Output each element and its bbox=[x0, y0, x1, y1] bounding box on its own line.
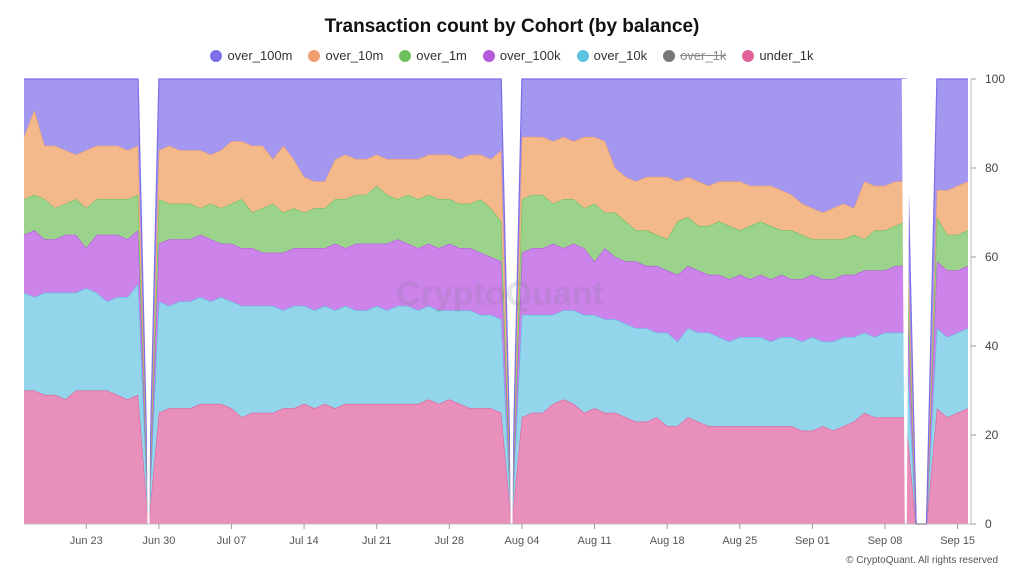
legend-label-over-10k: over_10k bbox=[593, 48, 648, 63]
x-tick-label: Jul 21 bbox=[362, 535, 391, 547]
legend-label-over-100m: over_100m bbox=[227, 48, 293, 63]
x-tick-label: Aug 11 bbox=[578, 535, 612, 547]
legend-swatch-over-1m bbox=[399, 49, 412, 62]
legend-label-over-10m: over_10m bbox=[325, 48, 384, 63]
legend-swatch-over-100m bbox=[210, 49, 223, 62]
area-under-1k bbox=[24, 390, 968, 524]
credit-text: © CryptoQuant. All rights reserved bbox=[846, 555, 998, 566]
x-tick-label: Jul 14 bbox=[289, 535, 318, 547]
legend-label-over-100k: over_100k bbox=[499, 48, 561, 63]
y-tick-label: 0 bbox=[985, 517, 992, 531]
y-tick-label: 20 bbox=[985, 428, 999, 442]
area-over-100k bbox=[24, 230, 968, 525]
area-over-10k bbox=[24, 283, 968, 524]
legend-label-over-1m: over_1m bbox=[416, 48, 467, 63]
legend-swatch-over-10m bbox=[308, 49, 321, 62]
legend-item-over-10k[interactable]: over_10k bbox=[576, 48, 648, 63]
x-tick-label: Aug 25 bbox=[722, 535, 757, 547]
x-tick-label: Sep 08 bbox=[868, 535, 903, 547]
x-tick-label: Aug 18 bbox=[650, 535, 685, 547]
legend-label-under-1k: under_1k bbox=[759, 48, 814, 63]
legend-item-under-1k[interactable]: under_1k bbox=[742, 48, 814, 63]
area-over-10m bbox=[24, 110, 968, 524]
legend-label-over-1k: over_1k bbox=[680, 48, 727, 63]
x-tick-label: Sep 01 bbox=[795, 535, 830, 547]
legend-swatch-over-1k bbox=[663, 49, 676, 62]
chart-title: Transaction count by Cohort (by balance) bbox=[324, 16, 700, 37]
y-tick-label: 100 bbox=[985, 72, 1005, 86]
gap-marker bbox=[144, 79, 153, 524]
x-tick-label: Jul 28 bbox=[435, 535, 464, 547]
legend-swatch-over-10k bbox=[576, 49, 589, 62]
legend-item-over-1m[interactable]: over_1m bbox=[399, 48, 467, 63]
y-tick-label: 60 bbox=[985, 250, 999, 264]
area-over-100m bbox=[24, 79, 968, 524]
x-tick-label: Jun 23 bbox=[70, 535, 103, 547]
x-tick-label: Sep 15 bbox=[940, 535, 975, 547]
legend-item-over-100m[interactable]: over_100m bbox=[210, 48, 292, 63]
line-over-100m bbox=[24, 78, 968, 525]
legend-swatch-under-1k bbox=[742, 49, 755, 62]
y-tick-label: 40 bbox=[985, 339, 999, 353]
x-tick-label: Aug 04 bbox=[504, 535, 539, 547]
legend: over_100m over_10m over_1m over_100k ove… bbox=[0, 48, 1024, 63]
legend-item-over-1k[interactable]: over_1k bbox=[663, 48, 726, 63]
area-over-1m bbox=[24, 185, 968, 525]
x-tick-label: Jul 07 bbox=[217, 535, 246, 547]
legend-item-over-100k[interactable]: over_100k bbox=[482, 48, 561, 63]
legend-swatch-over-100k bbox=[482, 49, 495, 62]
y-tick-label: 80 bbox=[985, 161, 999, 175]
gap-marker bbox=[507, 79, 516, 524]
legend-item-over-10m[interactable]: over_10m bbox=[308, 48, 383, 63]
gap-marker bbox=[901, 79, 910, 524]
x-tick-label: Jun 30 bbox=[142, 535, 175, 547]
